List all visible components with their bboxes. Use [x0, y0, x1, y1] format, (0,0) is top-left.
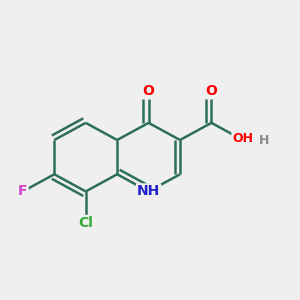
Text: H: H — [259, 134, 269, 146]
Text: NH: NH — [137, 184, 160, 198]
Text: O: O — [206, 84, 218, 98]
Text: F: F — [18, 184, 28, 198]
Text: Cl: Cl — [78, 216, 93, 230]
Text: OH: OH — [232, 132, 254, 145]
Text: O: O — [142, 84, 154, 98]
